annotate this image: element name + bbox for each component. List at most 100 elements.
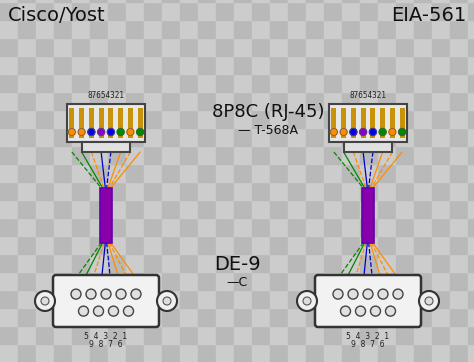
Circle shape bbox=[71, 289, 81, 299]
Bar bbox=[252, 164, 270, 182]
Bar bbox=[126, 326, 144, 344]
Circle shape bbox=[379, 129, 386, 135]
Bar bbox=[414, 308, 432, 326]
Bar bbox=[216, 344, 234, 362]
Bar bbox=[400, 108, 405, 138]
Bar bbox=[216, 182, 234, 200]
Bar bbox=[54, 20, 72, 38]
Circle shape bbox=[399, 129, 406, 135]
Bar bbox=[180, 128, 198, 146]
Bar bbox=[18, 308, 36, 326]
Bar bbox=[378, 38, 396, 56]
Bar bbox=[144, 0, 162, 2]
Bar bbox=[288, 218, 306, 236]
Bar bbox=[234, 182, 252, 200]
Bar bbox=[198, 272, 216, 290]
Bar bbox=[270, 272, 288, 290]
Bar bbox=[90, 38, 108, 56]
Bar bbox=[54, 0, 72, 2]
Bar bbox=[234, 272, 252, 290]
Bar bbox=[396, 218, 414, 236]
Bar bbox=[126, 74, 144, 92]
Bar bbox=[270, 128, 288, 146]
Bar bbox=[306, 56, 324, 74]
Bar bbox=[450, 164, 468, 182]
Bar bbox=[252, 200, 270, 218]
Bar bbox=[331, 108, 337, 138]
Bar bbox=[468, 182, 474, 200]
Bar bbox=[360, 128, 378, 146]
Bar bbox=[450, 128, 468, 146]
Bar bbox=[180, 164, 198, 182]
Bar bbox=[108, 308, 126, 326]
Bar bbox=[351, 108, 356, 138]
Bar bbox=[180, 110, 198, 128]
Bar bbox=[324, 0, 342, 2]
Bar bbox=[108, 128, 126, 146]
Bar bbox=[126, 110, 144, 128]
Bar bbox=[378, 326, 396, 344]
Bar bbox=[468, 254, 474, 272]
Bar bbox=[72, 128, 90, 146]
Bar bbox=[198, 20, 216, 38]
Bar bbox=[90, 272, 108, 290]
Bar bbox=[378, 218, 396, 236]
Circle shape bbox=[425, 297, 433, 305]
Bar bbox=[414, 218, 432, 236]
Bar bbox=[360, 0, 378, 2]
Text: 9  8  7  6: 9 8 7 6 bbox=[351, 340, 385, 349]
Bar bbox=[344, 142, 392, 152]
Bar bbox=[414, 254, 432, 272]
Bar bbox=[18, 218, 36, 236]
Bar bbox=[198, 254, 216, 272]
Bar bbox=[198, 56, 216, 74]
Bar bbox=[288, 182, 306, 200]
Bar bbox=[108, 38, 126, 56]
Bar bbox=[450, 38, 468, 56]
Bar bbox=[90, 200, 108, 218]
Bar bbox=[270, 218, 288, 236]
Bar bbox=[90, 74, 108, 92]
Bar bbox=[162, 218, 180, 236]
Bar bbox=[450, 218, 468, 236]
Bar bbox=[198, 110, 216, 128]
Bar bbox=[270, 110, 288, 128]
Bar bbox=[342, 38, 360, 56]
Bar bbox=[162, 0, 180, 2]
Bar bbox=[324, 182, 342, 200]
Bar bbox=[270, 200, 288, 218]
Bar bbox=[468, 74, 474, 92]
Bar bbox=[378, 236, 396, 254]
Bar bbox=[252, 38, 270, 56]
Bar bbox=[198, 236, 216, 254]
Bar bbox=[378, 254, 396, 272]
Bar bbox=[432, 326, 450, 344]
Bar bbox=[36, 110, 54, 128]
Bar bbox=[54, 182, 72, 200]
Bar bbox=[79, 108, 84, 138]
Bar bbox=[36, 308, 54, 326]
Bar bbox=[180, 56, 198, 74]
Text: 87654321: 87654321 bbox=[349, 91, 386, 100]
Bar bbox=[396, 164, 414, 182]
Bar bbox=[288, 236, 306, 254]
Bar bbox=[36, 146, 54, 164]
Bar bbox=[162, 110, 180, 128]
Bar bbox=[234, 128, 252, 146]
Bar bbox=[414, 164, 432, 182]
Bar bbox=[450, 0, 468, 2]
Bar bbox=[270, 236, 288, 254]
Bar bbox=[450, 92, 468, 110]
Bar bbox=[144, 128, 162, 146]
Bar bbox=[396, 254, 414, 272]
Bar bbox=[108, 326, 126, 344]
Bar bbox=[198, 92, 216, 110]
Bar bbox=[67, 104, 145, 142]
Bar bbox=[90, 56, 108, 74]
Bar bbox=[54, 56, 72, 74]
Bar bbox=[390, 108, 395, 138]
Bar bbox=[360, 218, 378, 236]
Bar bbox=[126, 200, 144, 218]
Bar bbox=[162, 272, 180, 290]
Bar bbox=[360, 20, 378, 38]
